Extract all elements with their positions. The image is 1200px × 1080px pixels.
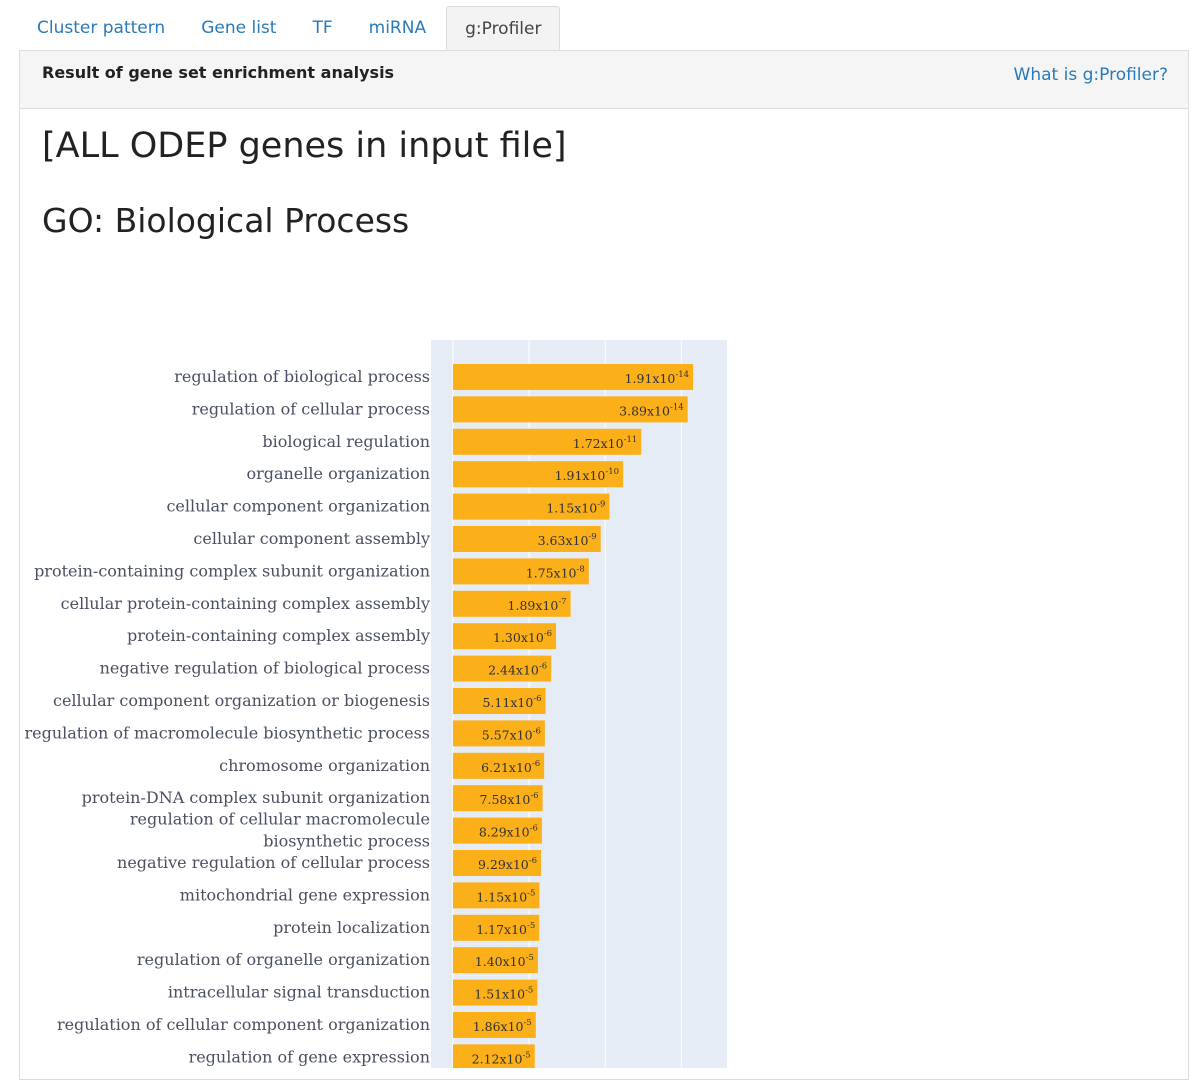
- bar-value-label: 1.75x10-8: [526, 564, 585, 580]
- bar-value-label: 8.29x10-6: [479, 824, 538, 840]
- bar: [453, 914, 540, 941]
- bar: [453, 752, 545, 779]
- bar: [453, 979, 538, 1006]
- bar-value-label: 1.86x10-5: [473, 1018, 532, 1034]
- bar: [453, 947, 538, 974]
- category-label: biosynthetic process: [263, 832, 430, 851]
- category-label: regulation of organelle organization: [137, 950, 430, 969]
- bar: [453, 688, 546, 714]
- bar-value-label: 1.91x10-14: [625, 370, 690, 386]
- category-label: organelle organization: [246, 464, 430, 483]
- category-label: regulation of macromolecule biosynthetic…: [24, 723, 430, 742]
- category-label: intracellular signal transduction: [168, 983, 430, 1002]
- bar: [453, 720, 545, 747]
- category-label: cellular component organization: [166, 497, 430, 516]
- bar: [453, 493, 610, 520]
- category-label: regulation of biological process: [174, 367, 430, 386]
- bar-value-label: 1.30x10-6: [493, 629, 552, 645]
- category-label: biological regulation: [262, 432, 430, 451]
- bar-value-label: 2.12x10-5: [472, 1050, 531, 1066]
- bar: [453, 1012, 536, 1038]
- bar-value-label: 1.51x10-5: [474, 986, 533, 1002]
- bar: [453, 785, 543, 812]
- bar-value-label: 9.29x10-6: [478, 856, 537, 872]
- input-set-heading: [ALL ODEP genes in input file]: [42, 126, 567, 166]
- go-category-heading: GO: Biological Process: [42, 201, 410, 240]
- bar: [453, 1044, 535, 1068]
- bar-value-label: 3.63x10-9: [538, 532, 597, 548]
- tab-mirna[interactable]: miRNA: [368, 18, 427, 38]
- bar-value-label: 1.40x10-5: [475, 953, 534, 969]
- category-label: regulation of cellular macromolecule: [130, 810, 430, 829]
- bar-value-label: 1.89x10-7: [508, 597, 567, 613]
- bar: [453, 558, 589, 585]
- category-label: chromosome organization: [219, 756, 430, 775]
- bar: [453, 850, 542, 876]
- category-label: cellular protein-containing complex asse…: [61, 594, 430, 613]
- bar-value-label: 1.72x10-11: [573, 435, 638, 451]
- bar-value-label: 1.91x10-10: [555, 467, 620, 483]
- tab-gene-list[interactable]: Gene list: [201, 18, 277, 38]
- bar-value-label: 1.15x10-5: [476, 888, 535, 904]
- category-label: negative regulation of biological proces…: [100, 659, 430, 678]
- tab-cluster-pattern[interactable]: Cluster pattern: [37, 18, 166, 38]
- category-label: negative regulation of cellular process: [117, 853, 430, 872]
- bar: [453, 623, 557, 650]
- bar-value-label: 3.89x10-14: [619, 402, 684, 418]
- bar-value-label: 2.44x10-6: [488, 662, 547, 678]
- bar-value-label: 7.58x10-6: [480, 791, 539, 807]
- category-label: regulation of cellular process: [192, 399, 430, 418]
- bar-value-label: 5.57x10-6: [482, 726, 541, 742]
- bar: [453, 461, 624, 488]
- bar: [453, 655, 552, 682]
- tab-tf[interactable]: TF: [312, 18, 333, 38]
- bar: [453, 364, 694, 390]
- what-is-gprofiler-link[interactable]: What is g:Profiler?: [1013, 65, 1168, 85]
- bar-value-label: 1.15x10-9: [546, 500, 605, 516]
- tab-gprofiler[interactable]: g:Profiler: [446, 6, 561, 51]
- panel-title: Result of gene set enrichment analysis: [42, 63, 395, 82]
- bar-value-label: 1.17x10-5: [476, 921, 535, 937]
- bar: [453, 428, 642, 455]
- category-label: cellular component organization or bioge…: [53, 691, 430, 710]
- category-label: protein-DNA complex subunit organization: [82, 788, 430, 807]
- bar: [453, 590, 571, 617]
- category-label: regulation of gene expression: [189, 1047, 430, 1066]
- bar: [453, 882, 540, 909]
- bar: [453, 396, 688, 423]
- panel-header: Result of gene set enrichment analysis W…: [20, 51, 1188, 109]
- bar-value-label: 5.11x10-6: [482, 694, 541, 710]
- bar: [453, 817, 542, 844]
- tab-bar: Cluster pattern Gene list TF miRNA g:Pro…: [19, 6, 1174, 51]
- bar: [453, 526, 601, 552]
- category-label: protein-containing complex assembly: [127, 626, 430, 645]
- category-label: regulation of cellular component organiz…: [57, 1015, 430, 1034]
- category-label: protein-containing complex subunit organ…: [34, 561, 430, 580]
- category-label: protein localization: [273, 918, 430, 937]
- bar-value-label: 6.21x10-6: [481, 759, 540, 775]
- category-label: mitochondrial gene expression: [180, 885, 430, 904]
- category-label: cellular component assembly: [193, 529, 430, 548]
